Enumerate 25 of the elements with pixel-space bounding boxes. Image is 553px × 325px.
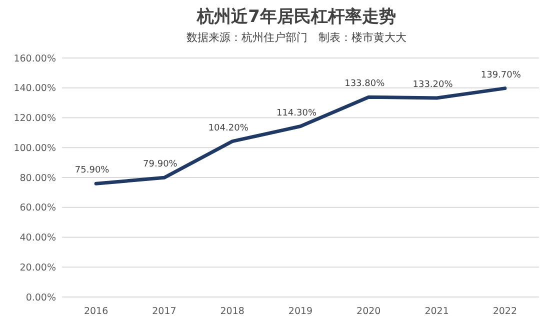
- y-tick-label: 120.00%: [14, 113, 56, 124]
- x-tick-label: 2017: [152, 306, 176, 317]
- chart-subtitle: 数据来源：杭州住户部门 制表：楼市黄大大: [186, 31, 406, 44]
- y-tick-label: 60.00%: [20, 202, 56, 214]
- x-tick-label: 2021: [424, 306, 449, 317]
- y-tick-label: 80.00%: [20, 172, 56, 184]
- x-tick-label: 2018: [220, 306, 244, 317]
- data-label: 114.30%: [276, 108, 317, 118]
- data-label: 133.20%: [412, 80, 454, 90]
- data-label: 104.20%: [208, 123, 249, 134]
- x-tick-label: 2020: [356, 306, 381, 317]
- y-tick-label: 160.00%: [14, 53, 56, 64]
- x-tick-label: 2016: [84, 306, 108, 317]
- data-label: 133.80%: [344, 79, 386, 90]
- y-tick-label: 140.00%: [14, 83, 56, 94]
- data-label: 79.90%: [143, 160, 178, 170]
- chart-title: 杭州近7年居民杠杆率走势: [196, 7, 396, 27]
- x-tick-label: 2022: [492, 306, 518, 317]
- y-tick-label: 0.00%: [26, 292, 56, 304]
- y-tick-label: 40.00%: [20, 232, 56, 244]
- y-tick-label: 20.00%: [20, 262, 56, 274]
- x-tick-label: 2019: [288, 306, 313, 317]
- data-label: 75.90%: [74, 166, 110, 176]
- y-tick-label: 100.00%: [14, 142, 56, 154]
- data-label: 139.70%: [480, 70, 522, 80]
